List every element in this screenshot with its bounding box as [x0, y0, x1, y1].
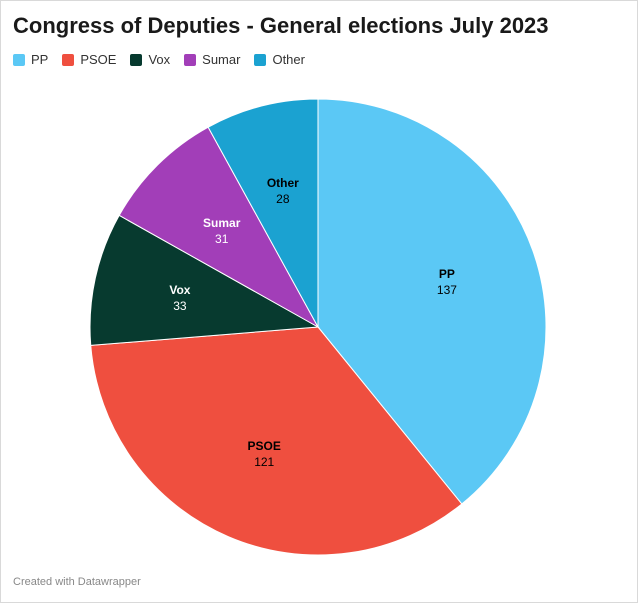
legend-item-other: Other: [254, 52, 305, 67]
slice-value-pp: 137: [437, 283, 457, 297]
slice-label-sumar: Sumar: [203, 216, 241, 230]
pie-slice-sumar: [118, 126, 320, 329]
legend-item-sumar: Sumar: [184, 52, 240, 67]
legend-swatch: [13, 53, 25, 66]
chart-legend: PP PSOE Vox Sumar Other: [13, 52, 319, 67]
legend-label: PP: [31, 52, 49, 67]
slice-label-other: Other: [267, 176, 299, 190]
legend-swatch: [130, 53, 143, 66]
legend-item-vox: Vox: [130, 52, 170, 67]
legend-swatch: [62, 53, 75, 66]
pie-slice-other: [207, 98, 319, 328]
slice-value-sumar: 31: [215, 232, 229, 246]
pie-slice-psoe: [90, 326, 463, 556]
pie-slice-vox: [89, 214, 320, 346]
slice-value-psoe: 121: [254, 455, 274, 469]
legend-item-pp: PP: [13, 52, 48, 67]
slice-label-pp: PP: [439, 267, 455, 281]
legend-swatch: [254, 53, 267, 66]
legend-item-psoe: PSOE: [62, 52, 116, 67]
footer-credit: Created with Datawrapper: [13, 576, 141, 588]
legend-label: Other: [272, 52, 305, 67]
pie-slice-pp: [317, 98, 547, 505]
slice-value-vox: 33: [173, 299, 187, 313]
legend-label: Sumar: [202, 52, 241, 67]
slice-value-other: 28: [276, 192, 290, 206]
slice-label-psoe: PSOE: [248, 439, 281, 453]
slice-label-vox: Vox: [169, 283, 190, 297]
chart-title: Congress of Deputies - General elections…: [13, 13, 549, 38]
legend-swatch: [184, 53, 197, 66]
legend-label: PSOE: [80, 52, 117, 67]
legend-label: Vox: [148, 52, 171, 67]
